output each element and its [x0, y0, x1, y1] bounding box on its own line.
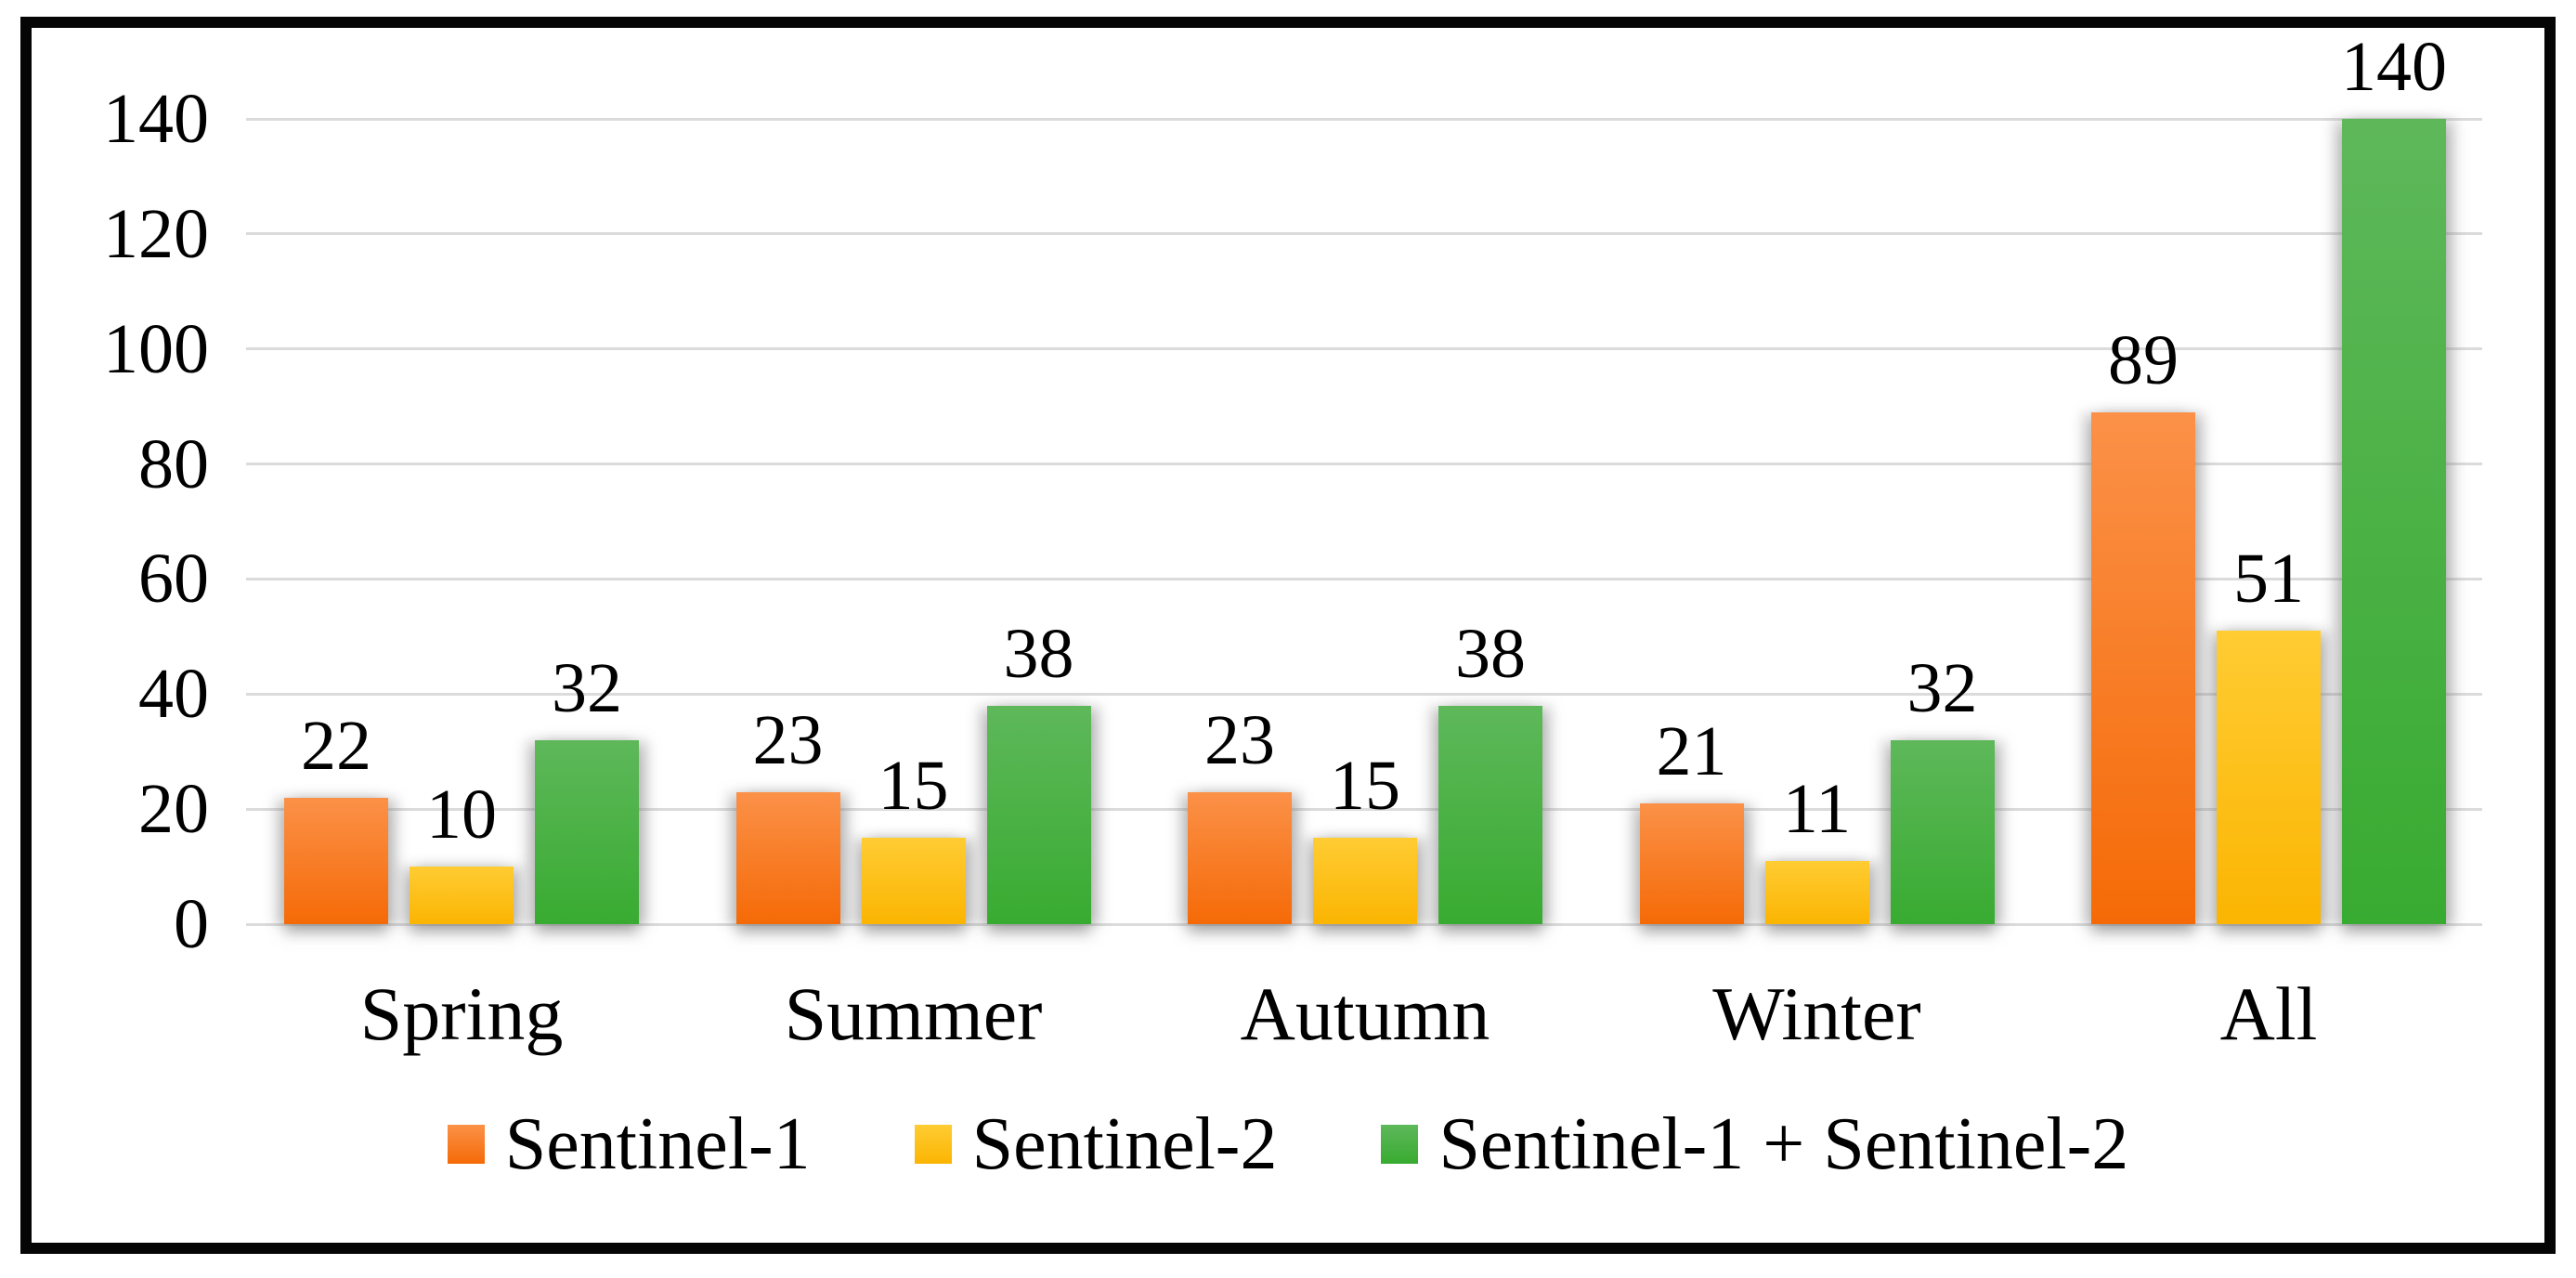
- plot-area: 0 20 40 60 80 100 120 140 22 10 32 Spring 23 15 38 Summ…: [103, 32, 2482, 1052]
- bar-sentinel-1-sentinel-2-autumn: 38: [1438, 619, 1542, 924]
- legend: Sentinel-1 Sentinel-2 Sentinel-1 + Senti…: [0, 1107, 2576, 1181]
- legend-color-swatch-sentinel-1-plus-sentinel-2: [1381, 1125, 1419, 1164]
- bar-value-label: 10: [426, 776, 497, 854]
- bar-sentinel-1-autumn: 23: [1188, 705, 1292, 924]
- x-axis-category-label-spring: Spring: [359, 972, 564, 1056]
- bar-sentinel-2-winter: 11: [1764, 774, 1869, 924]
- bar-value-label: 22: [301, 706, 371, 785]
- legend-item-sentinel-1-plus-sentinel-2: Sentinel-1 + Sentinel-2: [1381, 1107, 2128, 1181]
- legend-label-sentinel-1-plus-sentinel-2: Sentinel-1 + Sentinel-2: [1438, 1103, 2129, 1185]
- legend-label-sentinel-1: Sentinel-1: [504, 1103, 811, 1185]
- legend-item-sentinel-1: Sentinel-1: [447, 1103, 811, 1185]
- bar-sentinel-1-sentinel-2-winter: 32: [1890, 653, 1995, 924]
- bar-sentinel-2-summer: 15: [861, 750, 966, 924]
- bar-value-label: 23: [1204, 700, 1275, 779]
- bar-value-label: 140: [2341, 28, 2447, 106]
- gridline-120: [246, 232, 2482, 236]
- gridline-140: [246, 117, 2482, 121]
- y-axis-tick-label-120: 120: [103, 194, 209, 273]
- y-axis-tick-label-100: 100: [103, 309, 209, 388]
- y-axis-tick-label-0: 0: [174, 885, 209, 963]
- bar-value-label: 11: [1782, 769, 1852, 848]
- y-axis-tick-label-40: 40: [138, 655, 209, 734]
- bar-value-label: 32: [552, 648, 622, 727]
- y-axis-tick-label-20: 20: [138, 770, 209, 849]
- bar-sentinel-1-summer: 23: [735, 705, 840, 924]
- bar-sentinel-1-sentinel-2-summer: 38: [986, 619, 1091, 924]
- x-axis-category-label-autumn: Autumn: [1240, 972, 1490, 1056]
- x-axis-category-label-winter: Winter: [1712, 972, 1921, 1056]
- bar-sentinel-1-all: 89: [2091, 325, 2195, 924]
- bar-sentinel-2-autumn: 15: [1313, 750, 1417, 924]
- y-axis-tick-label-140: 140: [103, 80, 209, 158]
- legend-color-swatch-sentinel-1: [447, 1125, 485, 1164]
- legend-item-sentinel-2: Sentinel-2: [914, 1103, 1278, 1185]
- gridline-80: [246, 463, 2482, 466]
- bar-value-label: 32: [1906, 648, 1978, 727]
- bar-sentinel-1-sentinel-2-spring: 32: [535, 653, 639, 924]
- bar-value-label: 15: [1330, 747, 1400, 826]
- bar-value-label: 89: [2108, 320, 2179, 399]
- x-axis-category-label-summer: Summer: [784, 972, 1043, 1056]
- bar-sentinel-1-spring: 22: [284, 711, 388, 924]
- bar-value-label: 21: [1656, 711, 1727, 790]
- bar-value-label: 38: [1455, 614, 1526, 693]
- bar-value-label: 15: [878, 747, 949, 826]
- bar-value-label: 23: [752, 700, 824, 779]
- gridline-60: [246, 577, 2482, 580]
- gridline-100: [246, 347, 2482, 351]
- bar-sentinel-2-all: 51: [2217, 543, 2321, 924]
- bar-sentinel-1-winter: 21: [1639, 716, 1744, 924]
- legend-label-sentinel-2: Sentinel-2: [971, 1103, 1278, 1185]
- gridline-40: [246, 692, 2482, 696]
- y-axis-tick-label-80: 80: [138, 424, 209, 503]
- bar-value-label: 51: [2233, 540, 2304, 619]
- gridline-0: [246, 922, 2482, 926]
- x-axis-category-label-all: All: [2219, 972, 2318, 1056]
- bar-sentinel-1-sentinel-2-all: 140: [2341, 32, 2447, 924]
- gridline-20: [246, 807, 2482, 811]
- bar-value-label: 38: [1003, 614, 1074, 693]
- bar-sentinel-2-spring: 10: [410, 779, 514, 924]
- y-axis-tick-label-60: 60: [138, 540, 209, 619]
- legend-color-swatch-sentinel-2: [914, 1125, 952, 1164]
